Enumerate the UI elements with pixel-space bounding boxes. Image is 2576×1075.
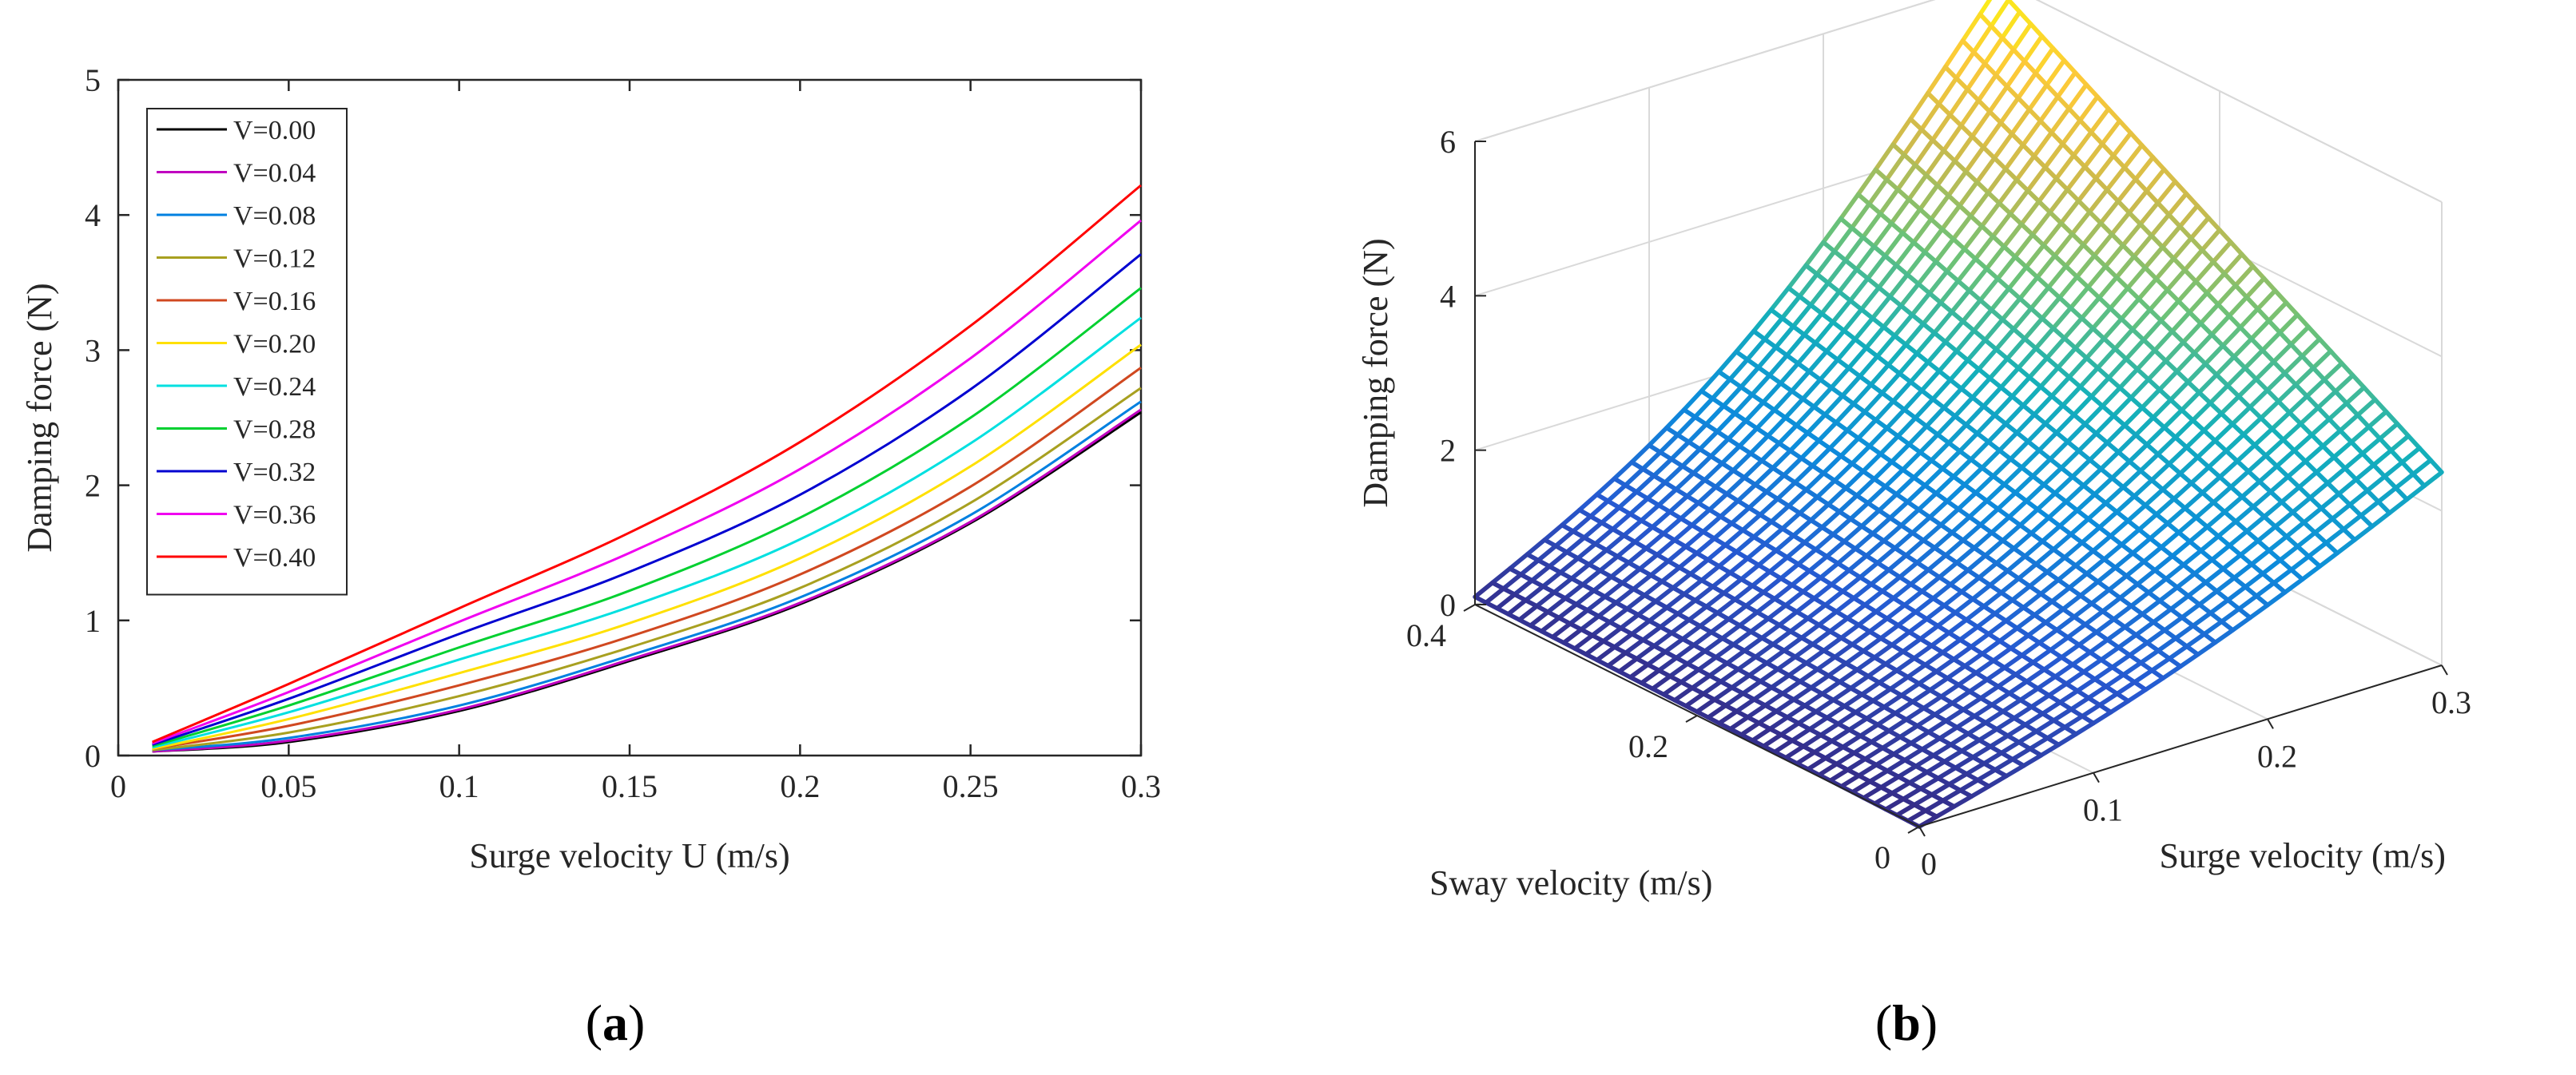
x-tick <box>1918 826 1926 837</box>
series-line-V=0.24 <box>152 316 1142 749</box>
x-tick <box>2441 664 2448 676</box>
y-tick-label: 5 <box>85 62 101 98</box>
y-tick-label: 3 <box>85 332 101 368</box>
y-tick <box>1463 604 1476 612</box>
x-tick-label: 0.25 <box>943 768 999 804</box>
y-tick-label: 1 <box>85 603 101 639</box>
series-line-V=0.04 <box>152 408 1142 753</box>
y-tick-label: 2 <box>85 468 101 504</box>
x-axis-label: Surge velocity U (m/s) <box>469 836 789 875</box>
z-axis-label: Damping force (N) <box>1356 238 1395 507</box>
legend-entry: V=0.16 <box>233 287 316 316</box>
legend-entry: V=0.24 <box>233 372 316 402</box>
z-gridline <box>1474 0 1936 142</box>
y-tick <box>1907 826 1920 834</box>
series-line-V=0.32 <box>152 253 1142 746</box>
z-tick-label: 0 <box>1440 587 1456 623</box>
series-line-V=0.12 <box>152 387 1142 752</box>
x-tick-label: 0 <box>1921 846 1937 882</box>
x-tick-label: 0.1 <box>439 768 479 804</box>
y-tick-label: 0.4 <box>1406 617 1446 653</box>
legend: V=0.00 V=0.04 V=0.08 V=0.12 V=0.16 V=0.20 V=0.… <box>146 108 348 596</box>
z-tick-label: 4 <box>1440 278 1456 314</box>
legend-entry: V=0.08 <box>233 201 316 231</box>
series-line-V=0.16 <box>152 367 1142 751</box>
y-tick <box>1685 715 1698 723</box>
series-line-V=0.40 <box>152 184 1142 744</box>
panel-label-b: (b) <box>1875 994 1938 1051</box>
y-tick-label: 0 <box>1874 839 1890 875</box>
x-tick <box>2267 718 2274 729</box>
y-tick-label: 0.2 <box>1628 728 1668 764</box>
y-tick-label: 0 <box>85 738 101 774</box>
x-tick-label: 0.05 <box>260 768 316 804</box>
legend-entry: V=0.20 <box>233 330 316 359</box>
y-axis-label: Sway velocity (m/s) <box>1429 863 1712 902</box>
x-tick-label: 0 <box>110 768 126 804</box>
legend-entry: V=0.04 <box>233 159 316 188</box>
z-tick-label: 2 <box>1440 433 1456 469</box>
x-tick <box>2093 772 2100 783</box>
legend-entry: V=0.36 <box>233 501 316 530</box>
series-line-V=0.36 <box>152 219 1142 745</box>
legend-entry: V=0.40 <box>233 543 316 573</box>
chart-a: 0 0.05 0.1 0.15 0.2 0.25 0.3 0 1 2 3 4 5 Surge veloci… <box>20 62 1161 875</box>
legend-entry: V=0.28 <box>233 415 316 445</box>
series-line-V=0.20 <box>152 343 1142 751</box>
y-axis-label: Damping force (N) <box>20 283 59 552</box>
y-tick-label: 4 <box>85 197 101 233</box>
legend-entry: V=0.00 <box>233 116 316 145</box>
x-axis-line <box>1918 664 2443 827</box>
x-tick-label: 0.2 <box>2257 738 2297 774</box>
x-tick-label: 0.3 <box>1121 768 1161 804</box>
panel-label-a: (a) <box>586 994 646 1051</box>
z-tick-label: 6 <box>1440 124 1456 160</box>
x-tick-label: 0.3 <box>2431 684 2471 720</box>
series-line-V=0.08 <box>152 400 1142 752</box>
legend-entry: V=0.32 <box>233 458 316 487</box>
x-axis-label: Surge velocity (m/s) <box>2159 836 2445 875</box>
series-line-V=0.28 <box>152 287 1142 748</box>
x-tick-label: 0.15 <box>602 768 658 804</box>
x-tick-label: 0.1 <box>2083 792 2123 828</box>
x-tick-label: 0.2 <box>780 768 820 804</box>
surface <box>1473 0 2444 829</box>
legend-entry: V=0.12 <box>233 244 316 274</box>
